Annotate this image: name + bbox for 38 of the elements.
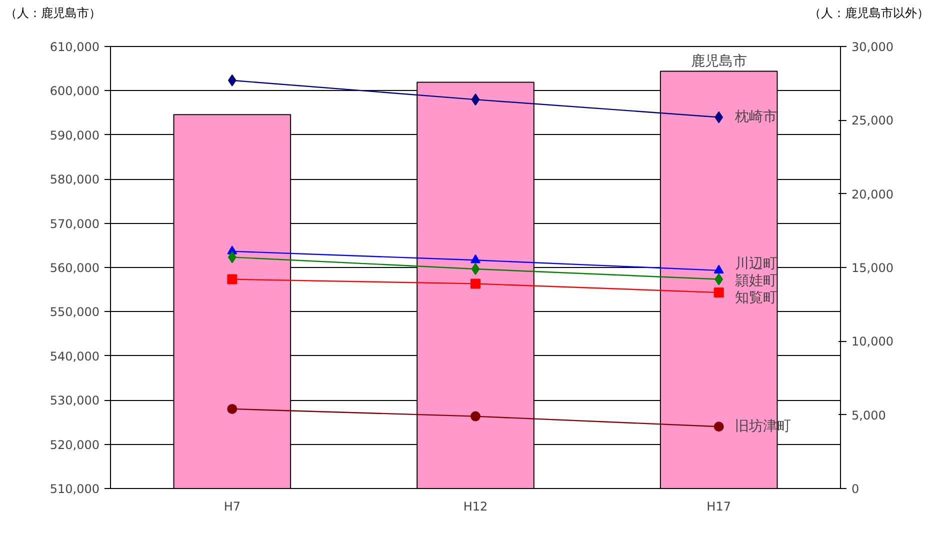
y2-tick-label: 25,000 [852,114,894,128]
series-label: 枕崎市 [734,109,777,126]
point [714,288,724,298]
y-tick-label: 550,000 [50,305,100,320]
y-tick-label: 540,000 [50,349,100,364]
point [714,264,724,274]
y2-axis-title: （人：鹿児島市以外） [809,5,929,22]
series-label: 頴娃町 [734,272,777,289]
point [470,278,480,289]
y-axis-title: （人：鹿児島市） [5,5,101,22]
y-tick-label: 530,000 [50,394,100,408]
y-tick-label: 590,000 [50,128,100,142]
point [227,404,238,414]
y-tick-label: 570,000 [50,216,100,231]
y2-tick-label: 20,000 [852,187,894,202]
series-label: 知覧町 [734,290,777,306]
point [227,274,238,284]
point [470,411,480,422]
y-tick-label: 520,000 [50,438,100,452]
point [471,94,480,106]
series-label: 川辺町 [734,256,777,272]
x-tick-label: H12 [463,500,488,514]
y-tick-label: 580,000 [50,172,100,187]
point [470,254,480,264]
series-label: 鹿児島市 [690,53,747,70]
y-tick-label: 600,000 [50,84,100,98]
point [714,422,724,432]
y-tick-label: 610,000 [50,40,100,54]
y-tick-label: 510,000 [50,482,100,496]
y2-tick-label: 10,000 [852,334,894,349]
y2-tick-label: 30,000 [852,40,894,54]
y2-tick-label: 15,000 [852,261,894,275]
x-tick-label: H7 [224,500,241,514]
x-tick-label: H17 [706,500,731,514]
y2-tick-label: 5,000 [852,408,886,422]
y2-tick-label: 0 [852,482,860,496]
y-tick-label: 560,000 [50,261,100,275]
point [471,262,480,275]
